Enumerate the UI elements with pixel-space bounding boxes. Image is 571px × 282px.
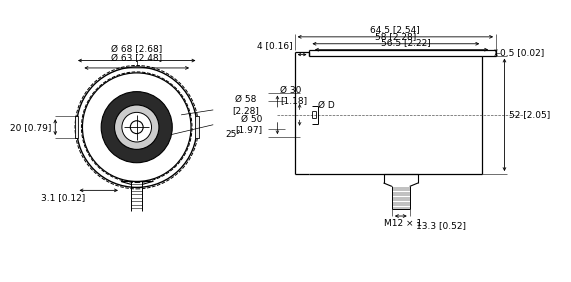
Text: Ø 30
[1.18]: Ø 30 [1.18]: [280, 85, 307, 105]
Text: Ø 68 [2.68]: Ø 68 [2.68]: [111, 46, 162, 55]
Text: Ø D: Ø D: [318, 100, 335, 109]
Circle shape: [122, 112, 151, 142]
Text: 0.5 [0.02]: 0.5 [0.02]: [500, 48, 544, 57]
Circle shape: [101, 92, 172, 163]
FancyBboxPatch shape: [75, 116, 78, 138]
Text: Ø 58
[2.28]: Ø 58 [2.28]: [232, 95, 259, 115]
Text: 56.5 [2.22]: 56.5 [2.22]: [381, 38, 431, 47]
Circle shape: [115, 105, 159, 149]
Text: 64.5 [2.54]: 64.5 [2.54]: [371, 25, 420, 34]
Text: 3.1 [0.12]: 3.1 [0.12]: [41, 193, 85, 202]
Text: 52 [2.05]: 52 [2.05]: [509, 110, 550, 119]
FancyBboxPatch shape: [195, 116, 199, 138]
Text: Ø 63 [2.48]: Ø 63 [2.48]: [111, 54, 162, 63]
Text: M12 × 1: M12 × 1: [384, 219, 421, 228]
Text: Ø 50
[1.97]: Ø 50 [1.97]: [235, 115, 263, 135]
Text: 25°: 25°: [226, 130, 242, 139]
Text: 4 [0.16]: 4 [0.16]: [256, 41, 292, 50]
Text: 58 [2.28]: 58 [2.28]: [375, 32, 416, 41]
Text: 13.3 [0.52]: 13.3 [0.52]: [416, 221, 465, 230]
Text: 20 [0.79]: 20 [0.79]: [10, 123, 51, 132]
